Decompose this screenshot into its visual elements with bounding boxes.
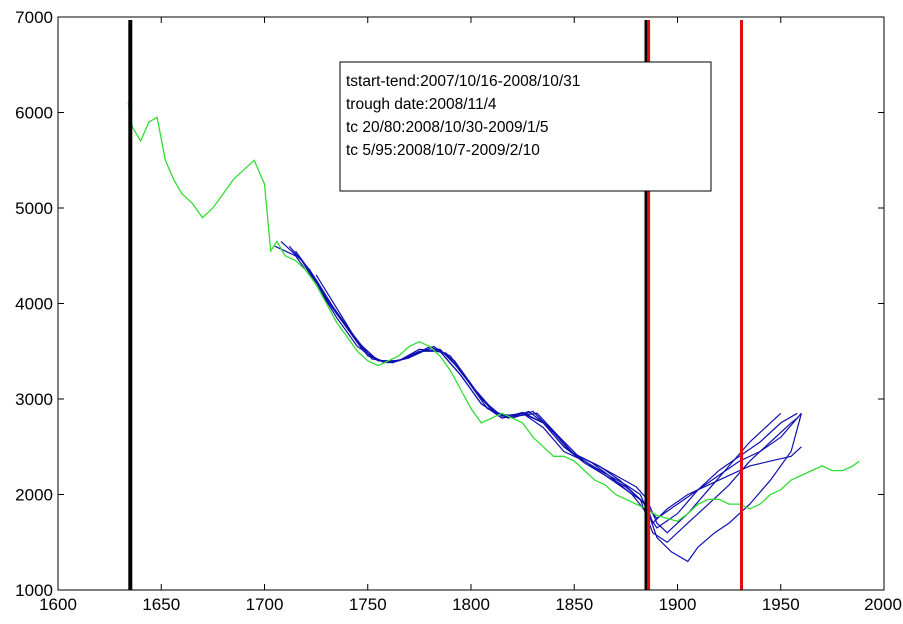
x-tick-label: 1700: [246, 595, 284, 614]
annotation-box-frame: [339, 61, 712, 192]
fit-series-line-6: [315, 274, 802, 563]
fit-lines-layer: [274, 240, 802, 563]
x-axis-ticks: 1600 1650 1700 1750 1800 1850 1900 1950 2000: [39, 17, 902, 614]
y-axis-ticks: 1000 2000 3000 4000 5000 6000 7000: [15, 8, 884, 600]
x-tick-label: 1750: [349, 595, 387, 614]
y-tick-label: 6000: [15, 104, 53, 123]
x-tick-label: 1800: [452, 595, 490, 614]
annotation-line-3: tc 20/80:2008/10/30-2009/1/5: [346, 119, 549, 136]
fit-series-line-5: [305, 264, 782, 534]
annotation-box: tstart-tend:2007/10/16-2008/10/31 trough…: [339, 61, 712, 192]
x-tick-label: 1650: [142, 595, 180, 614]
y-tick-label: 3000: [15, 390, 53, 409]
x-tick-label: 2000: [864, 595, 902, 614]
x-tick-label: 1900: [659, 595, 697, 614]
y-tick-label: 7000: [15, 8, 53, 27]
y-tick-label: 2000: [15, 486, 53, 505]
annotation-line-4: tc 5/95:2008/10/7-2009/2/10: [346, 142, 540, 159]
x-tick-label: 1950: [762, 595, 800, 614]
y-tick-label: 1000: [15, 581, 53, 600]
y-tick-label: 4000: [15, 295, 53, 314]
data-series-line: [127, 102, 860, 522]
x-tick-label: 1850: [555, 595, 593, 614]
annotation-line-2: trough date:2008/11/4: [346, 96, 497, 113]
y-tick-label: 5000: [15, 199, 53, 218]
annotation-line-1: tstart-tend:2007/10/16-2008/10/31: [346, 73, 580, 90]
data-line-layer: [127, 102, 860, 522]
x-tick-label: 1600: [39, 595, 77, 614]
